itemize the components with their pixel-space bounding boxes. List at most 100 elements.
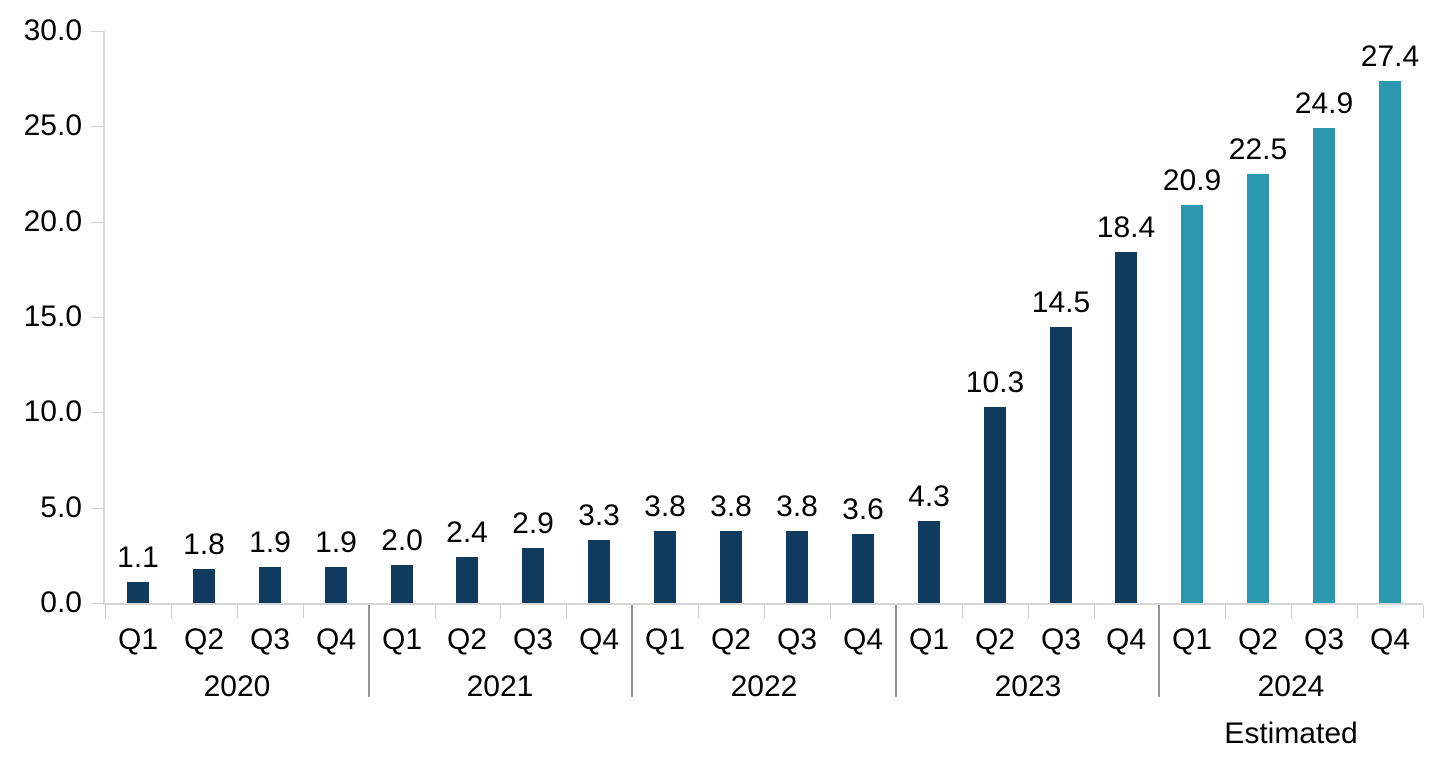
x-axis-tick bbox=[237, 605, 238, 618]
bar-2021-q4 bbox=[588, 540, 610, 603]
bar-2024-q4 bbox=[1379, 81, 1401, 603]
y-axis-tick bbox=[91, 508, 103, 509]
bar-2024-q3 bbox=[1313, 128, 1335, 603]
bar-2021-q2 bbox=[456, 557, 478, 603]
y-axis-tick bbox=[91, 412, 103, 413]
y-axis-tick-label: 5.0 bbox=[40, 491, 82, 524]
x-axis-tick bbox=[1357, 605, 1358, 618]
bar-2024-q2 bbox=[1247, 174, 1269, 603]
y-axis-tick-label: 15.0 bbox=[23, 300, 82, 333]
bar-2020-q4 bbox=[325, 567, 347, 603]
y-axis-tick bbox=[91, 31, 103, 32]
x-tick-label-quarter: Q3 bbox=[1303, 623, 1345, 656]
bar-value-label: 3.8 bbox=[776, 490, 818, 523]
y-axis-tick-label: 0.0 bbox=[40, 586, 82, 619]
bar-2021-q1 bbox=[391, 565, 413, 603]
x-axis-tick bbox=[303, 605, 304, 618]
bar-2022-q2 bbox=[720, 531, 742, 603]
x-tick-label-quarter: Q2 bbox=[974, 623, 1016, 656]
x-axis-tick bbox=[1225, 605, 1226, 618]
bar-2020-q2 bbox=[193, 569, 215, 603]
bar-value-label: 20.9 bbox=[1162, 164, 1222, 197]
bar-value-label: 1.9 bbox=[315, 526, 357, 559]
bar-value-label: 24.9 bbox=[1294, 87, 1354, 120]
x-axis-tick bbox=[1423, 605, 1424, 618]
bar-value-label: 10.3 bbox=[965, 366, 1025, 399]
y-axis-tick bbox=[91, 317, 103, 318]
x-tick-label-quarter: Q1 bbox=[1171, 623, 1213, 656]
x-axis-year-label: 2022 bbox=[730, 670, 798, 703]
x-tick-label-quarter: Q3 bbox=[249, 623, 291, 656]
bar-2021-q3 bbox=[522, 548, 544, 603]
x-tick-label-quarter: Q2 bbox=[710, 623, 752, 656]
bar-2023-q4 bbox=[1115, 252, 1137, 603]
x-axis-tick bbox=[566, 605, 567, 618]
x-tick-label-quarter: Q1 bbox=[381, 623, 423, 656]
x-axis-year-label: 2021 bbox=[466, 670, 534, 703]
x-axis-tick bbox=[962, 605, 963, 618]
bar-value-label: 1.8 bbox=[183, 528, 225, 561]
bar-value-label: 14.5 bbox=[1031, 286, 1091, 319]
x-axis-tick bbox=[171, 605, 172, 618]
x-tick-label-quarter: Q3 bbox=[1040, 623, 1082, 656]
bar-2023-q1 bbox=[918, 521, 940, 603]
x-axis-year-label: 2024 bbox=[1257, 670, 1325, 703]
x-tick-label-quarter: Q4 bbox=[1105, 623, 1147, 656]
y-axis-tick bbox=[91, 222, 103, 223]
y-axis-tick-label: 20.0 bbox=[23, 205, 82, 238]
bar-2024-q1 bbox=[1181, 205, 1203, 603]
x-axis-tick bbox=[105, 605, 106, 618]
bar-value-label: 4.3 bbox=[908, 480, 950, 513]
x-axis-tick bbox=[1094, 605, 1095, 618]
bar-2020-q3 bbox=[259, 567, 281, 603]
x-tick-label-quarter: Q2 bbox=[446, 623, 488, 656]
bar-value-label: 1.9 bbox=[249, 526, 291, 559]
x-axis-tick bbox=[698, 605, 699, 618]
y-axis-tick bbox=[91, 126, 103, 127]
x-tick-label-quarter: Q4 bbox=[1369, 623, 1411, 656]
bar-2020-q1 bbox=[127, 582, 149, 603]
year-separator-line bbox=[368, 605, 370, 697]
bar-2022-q1 bbox=[654, 531, 676, 603]
y-axis-tick-label: 30.0 bbox=[23, 14, 82, 47]
bar-2022-q4 bbox=[852, 534, 874, 603]
x-axis-tick bbox=[1291, 605, 1292, 618]
x-tick-label-quarter: Q2 bbox=[183, 623, 225, 656]
estimated-note-label: Estimated bbox=[1224, 717, 1358, 750]
bar-2022-q3 bbox=[786, 531, 808, 603]
bar-value-label: 1.1 bbox=[117, 541, 159, 574]
x-axis-tick bbox=[764, 605, 765, 618]
x-tick-label-quarter: Q1 bbox=[117, 623, 159, 656]
bar-value-label: 3.3 bbox=[578, 499, 620, 532]
x-tick-label-quarter: Q1 bbox=[644, 623, 686, 656]
bar-2023-q3 bbox=[1050, 327, 1072, 603]
x-axis-tick bbox=[1028, 605, 1029, 618]
bar-value-label: 3.8 bbox=[710, 490, 752, 523]
year-separator-line bbox=[1158, 605, 1160, 697]
x-axis-year-label: 2020 bbox=[203, 670, 271, 703]
x-tick-label-quarter: Q4 bbox=[315, 623, 357, 656]
x-axis-tick bbox=[830, 605, 831, 618]
year-separator-line bbox=[631, 605, 633, 697]
bar-value-label: 27.4 bbox=[1360, 40, 1420, 73]
x-axis-tick bbox=[500, 605, 501, 618]
bar-value-label: 18.4 bbox=[1096, 211, 1156, 244]
bar-2023-q2 bbox=[984, 407, 1006, 603]
bar-value-label: 3.6 bbox=[842, 493, 884, 526]
x-tick-label-quarter: Q4 bbox=[578, 623, 620, 656]
y-axis-line bbox=[103, 31, 105, 605]
bar-value-label: 2.9 bbox=[512, 507, 554, 540]
y-axis-tick-label: 25.0 bbox=[23, 109, 82, 142]
bar-value-label: 3.8 bbox=[644, 490, 686, 523]
bar-value-label: 2.4 bbox=[446, 516, 488, 549]
year-separator-line bbox=[895, 605, 897, 697]
bar-value-label: 2.0 bbox=[381, 524, 423, 557]
y-axis-tick bbox=[91, 603, 103, 604]
x-tick-label-quarter: Q2 bbox=[1237, 623, 1279, 656]
x-axis-year-label: 2023 bbox=[994, 670, 1062, 703]
x-tick-label-quarter: Q1 bbox=[908, 623, 950, 656]
bar-value-label: 22.5 bbox=[1228, 133, 1288, 166]
x-axis-line bbox=[103, 603, 1423, 605]
x-axis-tick bbox=[435, 605, 436, 618]
x-tick-label-quarter: Q3 bbox=[776, 623, 818, 656]
